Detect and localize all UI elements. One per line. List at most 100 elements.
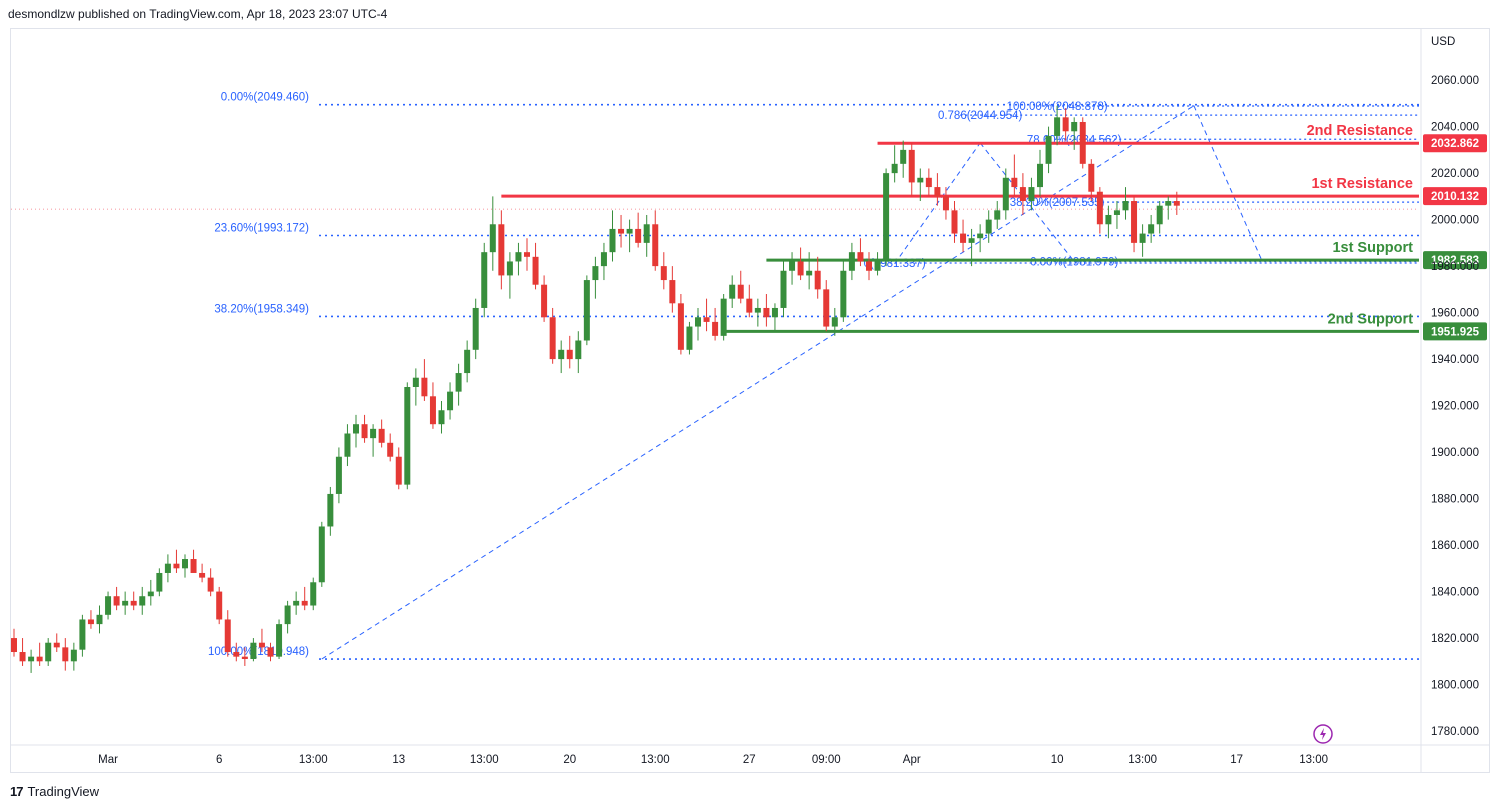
candle (267, 642, 274, 662)
price-tick-label: 2020.000 (1431, 168, 1479, 180)
candle (164, 554, 171, 583)
fib-level-label: 100.00%(1810.948) (208, 646, 309, 658)
candle (686, 321, 693, 355)
candle-body (541, 284, 548, 318)
candle-body (258, 642, 265, 648)
candle-body (318, 526, 325, 583)
candle-body (147, 591, 154, 597)
price-tick-label: 2060.000 (1431, 75, 1479, 87)
candle-body (985, 219, 992, 234)
candle-body (447, 391, 454, 411)
candle-body (883, 173, 890, 260)
candle (874, 252, 881, 276)
candle-body (729, 284, 736, 299)
candle (70, 642, 77, 671)
candle-body (626, 228, 633, 234)
price-tick-label: 1860.000 (1431, 540, 1479, 552)
candle-body (771, 307, 778, 318)
candle (190, 549, 197, 573)
candle-body (45, 642, 52, 662)
candle (600, 242, 607, 281)
candle (703, 298, 710, 332)
price-tick-label: 1920.000 (1431, 401, 1479, 413)
candle (105, 591, 112, 620)
price-tag-label: 1951.925 (1431, 326, 1480, 338)
candle (566, 335, 573, 369)
candle-body (635, 228, 642, 243)
candle-body (156, 572, 163, 592)
price-tag (1423, 322, 1487, 341)
candle-body (695, 317, 701, 327)
candle-body (207, 577, 214, 592)
candle (1045, 126, 1052, 174)
fib-minor-label: 0.786(2044.954) (938, 110, 1023, 122)
candle (1054, 105, 1061, 146)
candle-body (643, 224, 650, 243)
candle (660, 252, 667, 290)
candle (558, 340, 565, 374)
candle (635, 212, 642, 248)
candle-body (549, 317, 556, 360)
candle (977, 224, 984, 253)
candle-body (395, 456, 402, 485)
candle (344, 424, 351, 467)
level-name-label: 1st Support (1332, 240, 1413, 256)
candle (224, 610, 231, 657)
candle-body (1011, 177, 1018, 188)
candle-body (335, 456, 342, 494)
price-chart[interactable]: 0.00%(2049.460) 23.60%(1993.172) 38.20%(19… (11, 29, 1489, 772)
time-tick-label: 09:00 (812, 754, 841, 766)
candle-body (421, 377, 428, 397)
candle (1028, 177, 1035, 211)
candle-body (524, 252, 530, 257)
level-name-label: 2nd Resistance (1307, 123, 1413, 139)
candle-body (831, 317, 838, 327)
price-tick-label: 1880.000 (1431, 494, 1479, 506)
candle (549, 307, 556, 364)
candle-body (139, 596, 146, 606)
candle (199, 563, 206, 583)
candle (455, 363, 462, 406)
candle (754, 298, 761, 327)
candle-body (250, 642, 257, 659)
candle-body (960, 233, 967, 243)
candle (626, 219, 633, 253)
candle (934, 173, 941, 206)
candle (677, 294, 684, 355)
candle (130, 591, 137, 611)
candle (814, 256, 821, 299)
candle (985, 210, 992, 243)
candle (370, 424, 377, 457)
time-tick-label: 20 (563, 754, 576, 766)
candle (789, 252, 796, 285)
candle (866, 252, 872, 281)
candle (378, 419, 385, 448)
candle-body (618, 228, 625, 234)
candle-body (848, 252, 855, 271)
candle (335, 447, 342, 504)
candle (806, 252, 813, 290)
candle-body (1019, 187, 1026, 202)
candle-body (19, 652, 26, 662)
candle (900, 140, 907, 178)
candle-body (284, 605, 291, 625)
candle-body (968, 238, 975, 243)
candle-body (481, 252, 488, 308)
candle-body (660, 266, 667, 281)
chart-panel[interactable]: 0.00%(2049.460) 23.60%(1993.172) 38.20%(19… (10, 28, 1490, 773)
candle-body (506, 261, 513, 276)
candle-body (797, 261, 804, 276)
price-tick-label: 1980.000 (1431, 261, 1479, 273)
candle (1131, 196, 1138, 253)
candle (147, 579, 154, 606)
candle (942, 187, 949, 220)
candle-body (823, 289, 830, 327)
candle (19, 638, 26, 666)
candle-body (36, 656, 43, 662)
candle (438, 400, 445, 434)
fib-minor-label: 0.00%(1981.979) (1030, 257, 1118, 269)
price-tick-label: 1840.000 (1431, 587, 1479, 599)
candle-body (866, 261, 872, 271)
tradingview-brand: TradingView (27, 784, 100, 799)
candle (857, 238, 864, 267)
